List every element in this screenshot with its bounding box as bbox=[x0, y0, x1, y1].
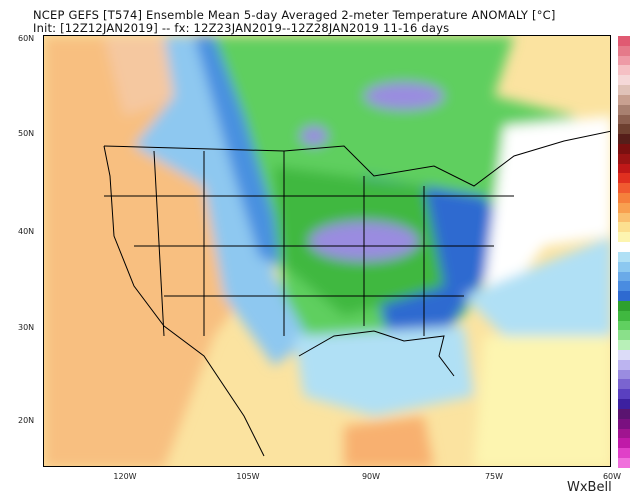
colorbar-swatch bbox=[618, 75, 630, 86]
map-title: NCEP GEFS [T574] Ensemble Mean 5-day Ave… bbox=[33, 8, 556, 22]
colorbar-swatch bbox=[618, 114, 630, 125]
colorbar-swatch bbox=[618, 222, 630, 233]
colorbar-swatch bbox=[618, 428, 630, 439]
anomaly-field bbox=[44, 36, 610, 466]
colorbar-swatch bbox=[618, 143, 630, 154]
lat-label: 40N bbox=[18, 227, 35, 236]
colorbar-swatch bbox=[618, 389, 630, 400]
colorbar-swatch bbox=[618, 251, 630, 262]
colorbar-swatch bbox=[618, 291, 630, 301]
colorbar-swatch bbox=[618, 261, 630, 272]
colorbar-swatch bbox=[618, 104, 630, 115]
colorbar-swatch bbox=[618, 94, 630, 105]
colorbar-swatch bbox=[618, 65, 630, 76]
colorbar-swatch bbox=[618, 408, 630, 419]
colorbar-swatch bbox=[618, 153, 630, 164]
colorbar-swatch bbox=[618, 379, 630, 390]
colorbar bbox=[618, 36, 630, 468]
colorbar-swatch bbox=[618, 448, 630, 458]
map-subtitle: Init: [12Z12JAN2019] -- fx: 12Z23JAN2019… bbox=[33, 21, 450, 35]
lon-label: 105W bbox=[236, 472, 260, 481]
colorbar-swatch bbox=[618, 399, 630, 409]
colorbar-swatch bbox=[618, 232, 630, 243]
colorbar-swatch bbox=[618, 330, 630, 341]
wxbell-logo: WxBell bbox=[567, 480, 612, 495]
lat-label: 20N bbox=[18, 416, 35, 425]
colorbar-swatch bbox=[618, 310, 630, 321]
lon-label: 90W bbox=[361, 472, 381, 481]
lat-label: 60N bbox=[18, 34, 35, 43]
colorbar-swatch bbox=[618, 163, 630, 174]
lon-label: 120W bbox=[113, 472, 137, 481]
colorbar-swatch bbox=[618, 173, 630, 184]
colorbar-swatch bbox=[618, 36, 630, 46]
lon-label: 75W bbox=[484, 472, 504, 481]
colorbar-swatch bbox=[618, 340, 630, 350]
colorbar-swatch bbox=[618, 45, 630, 56]
lat-label: 30N bbox=[18, 323, 35, 332]
temperature-anomaly-map bbox=[43, 35, 611, 467]
colorbar-swatch bbox=[618, 369, 630, 380]
colorbar-swatch bbox=[618, 457, 630, 468]
colorbar-swatch bbox=[618, 202, 630, 213]
colorbar-swatch bbox=[618, 438, 630, 449]
colorbar-swatch bbox=[618, 193, 630, 203]
colorbar-swatch bbox=[618, 183, 630, 193]
colorbar-swatch bbox=[618, 212, 630, 223]
colorbar-swatch bbox=[618, 85, 630, 95]
colorbar-swatch bbox=[618, 55, 630, 66]
colorbar-swatch bbox=[618, 320, 630, 331]
colorbar-swatch bbox=[618, 271, 630, 282]
colorbar-swatch bbox=[618, 359, 630, 370]
colorbar-swatch bbox=[618, 134, 630, 144]
colorbar-swatch bbox=[618, 124, 630, 135]
lon-label: 60W bbox=[602, 472, 622, 481]
colorbar-swatch bbox=[618, 418, 630, 429]
colorbar-swatch bbox=[618, 300, 630, 311]
colorbar-swatch bbox=[618, 281, 630, 292]
lat-label: 50N bbox=[18, 129, 35, 138]
colorbar-swatch bbox=[618, 242, 630, 252]
colorbar-swatch bbox=[618, 350, 630, 360]
